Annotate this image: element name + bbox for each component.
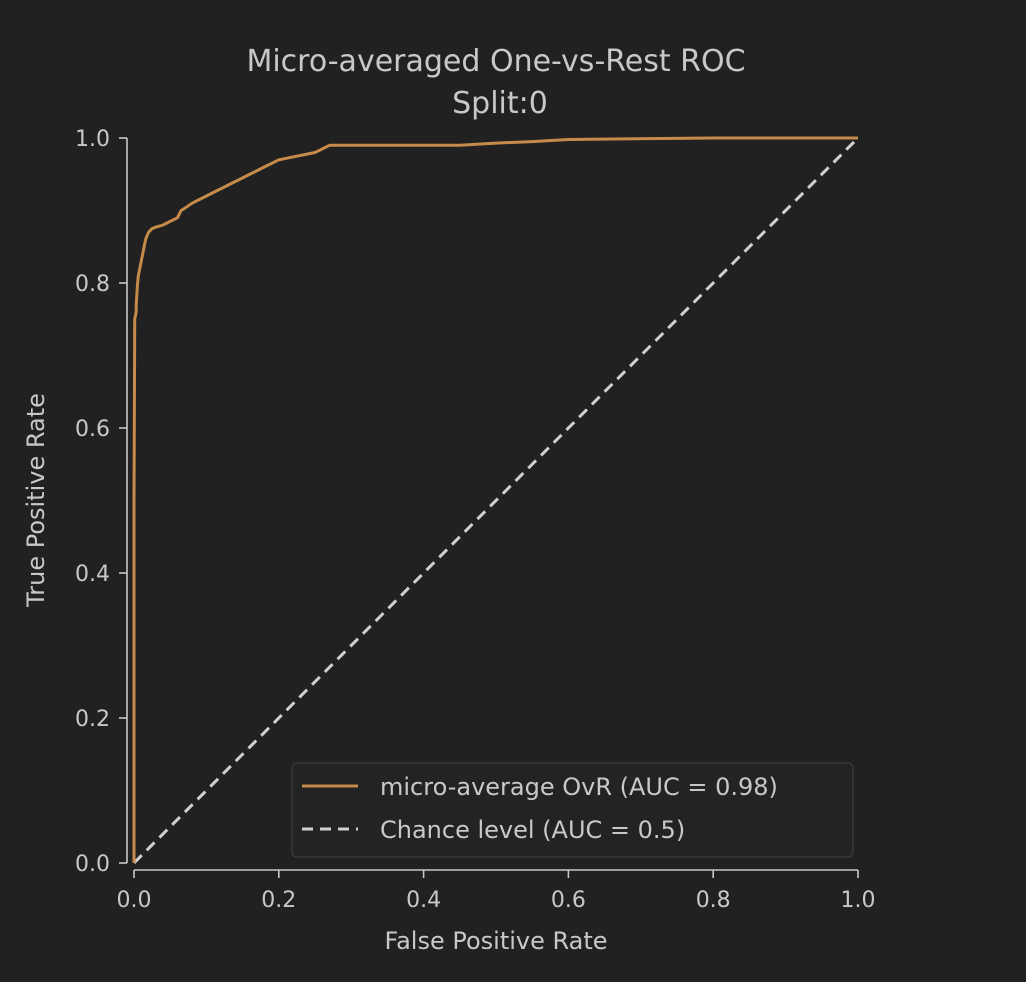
x-tick-label: 0.8 bbox=[696, 888, 731, 913]
y-tick-label: 0.4 bbox=[75, 562, 110, 587]
chart-title: Micro-averaged One-vs-Rest ROC bbox=[246, 44, 745, 79]
y-tick-label: 0.0 bbox=[75, 852, 110, 877]
y-axis-label: True Positive Rate bbox=[22, 393, 50, 608]
y-tick-label: 0.8 bbox=[75, 272, 110, 297]
legend-box bbox=[291, 762, 854, 858]
y-tick-label: 0.6 bbox=[75, 417, 110, 442]
x-tick-label: 1.0 bbox=[841, 888, 876, 913]
plot-area bbox=[132, 136, 860, 865]
x-tick-label: 0.0 bbox=[117, 888, 152, 913]
y-axis-ticks: 0.0 0.2 0.4 0.6 0.8 1.0 bbox=[75, 127, 127, 877]
chart-subtitle: Split:0 bbox=[452, 86, 548, 121]
x-axis-ticks: 0.0 0.2 0.4 0.6 0.8 1.0 bbox=[117, 870, 876, 913]
y-tick-label: 0.2 bbox=[75, 707, 110, 732]
roc-curve-line bbox=[132, 136, 858, 863]
y-tick-label: 1.0 bbox=[75, 127, 110, 152]
x-tick-label: 0.2 bbox=[261, 888, 296, 913]
x-tick-label: 0.6 bbox=[551, 888, 586, 913]
x-tick-label: 0.4 bbox=[406, 888, 441, 913]
legend-label-roc: micro-average OvR (AUC = 0.98) bbox=[380, 773, 778, 801]
x-axis-label: False Positive Rate bbox=[384, 927, 607, 955]
chance-level-line bbox=[132, 136, 860, 865]
legend-label-chance: Chance level (AUC = 0.5) bbox=[380, 816, 685, 844]
legend: micro-average OvR (AUC = 0.98) Chance le… bbox=[291, 762, 854, 858]
